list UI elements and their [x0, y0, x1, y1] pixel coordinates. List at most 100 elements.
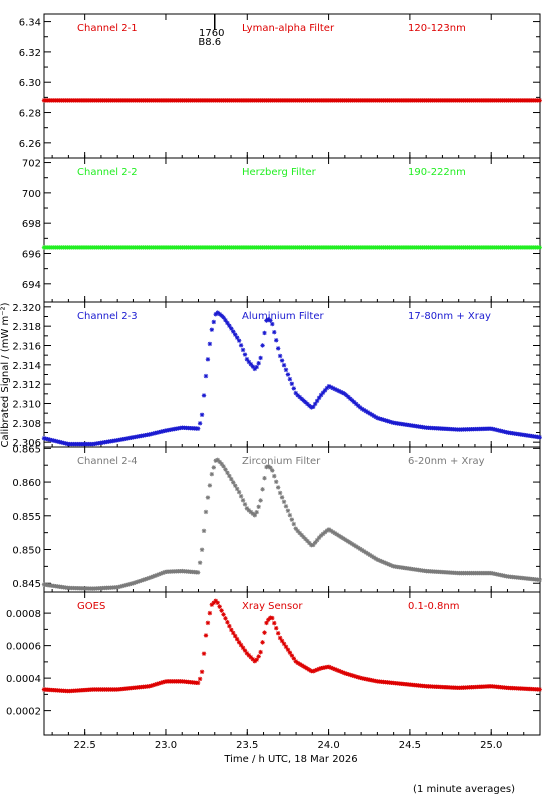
- data-point: [156, 429, 162, 435]
- data-point: [258, 498, 263, 503]
- data-point: [346, 394, 351, 400]
- data-point: [373, 556, 378, 561]
- data-point: [209, 472, 215, 477]
- data-point: [377, 416, 382, 421]
- data-point: [197, 676, 203, 682]
- data-point: [316, 535, 322, 540]
- data-point: [352, 673, 357, 679]
- data-point: [303, 536, 308, 542]
- data-point: [363, 550, 369, 555]
- y-tick-label: 2.316: [12, 342, 41, 353]
- channel-label: Channel 2-4: [77, 456, 138, 467]
- data-point: [227, 473, 232, 479]
- channel-label: Channel 2-1: [77, 23, 138, 34]
- data-point: [262, 630, 267, 635]
- data-point: [328, 665, 334, 670]
- data-point: [498, 428, 503, 434]
- data-point: [293, 390, 298, 396]
- data-point: [274, 626, 279, 631]
- data-point: [375, 557, 380, 562]
- data-point: [238, 642, 244, 648]
- data-point: [252, 366, 257, 372]
- data-point: [147, 684, 152, 689]
- data-point: [252, 659, 257, 664]
- data-point: [229, 627, 234, 633]
- data-point: [51, 438, 56, 443]
- data-point: [355, 675, 361, 680]
- data-point: [379, 417, 384, 422]
- data-point: [223, 318, 228, 323]
- data-point: [244, 506, 250, 511]
- data-point: [256, 361, 261, 366]
- data-point: [256, 654, 261, 659]
- data-point: [369, 412, 375, 417]
- panel-frame: [43, 301, 541, 448]
- data-point: [203, 509, 209, 515]
- data-point: [233, 332, 238, 337]
- data-point: [303, 665, 308, 670]
- data-point: [213, 312, 218, 317]
- data-point: [354, 401, 359, 407]
- data-point: [307, 667, 312, 673]
- data-point: [151, 574, 156, 579]
- data-point: [344, 538, 349, 543]
- y-tick-label: 0.0004: [6, 674, 41, 685]
- y-tick-label: 2.320: [12, 303, 41, 314]
- channel-label: GOES: [77, 601, 105, 612]
- data-point: [389, 563, 394, 568]
- data-point: [383, 418, 388, 423]
- data-point: [342, 670, 347, 676]
- data-point: [199, 669, 205, 675]
- data-point: [242, 502, 248, 507]
- data-point: [219, 461, 224, 467]
- data-point: [277, 490, 283, 496]
- data-point: [59, 440, 64, 445]
- data-point: [49, 437, 55, 443]
- data-point: [211, 465, 216, 470]
- data-point: [252, 513, 257, 518]
- data-point: [283, 504, 289, 509]
- data-point: [244, 651, 250, 656]
- data-point: [147, 575, 152, 581]
- data-point: [209, 602, 215, 607]
- data-point: [371, 413, 376, 419]
- data-point: [254, 364, 259, 370]
- data-point: [248, 655, 254, 660]
- data-point: [320, 390, 326, 395]
- data-point: [287, 512, 293, 518]
- data-point: [537, 98, 542, 103]
- data-point: [268, 318, 273, 323]
- filter-label: Xray Sensor: [242, 601, 303, 612]
- data-point: [299, 532, 304, 538]
- filter-label: Aluminium Filter: [242, 311, 325, 322]
- data-point: [279, 358, 285, 363]
- data-point: [354, 674, 359, 679]
- data-point: [197, 560, 203, 565]
- data-point: [207, 610, 213, 616]
- data-point: [221, 612, 226, 617]
- data-point: [153, 430, 158, 436]
- data-point: [123, 582, 129, 588]
- y-tick-label: 0.865: [12, 444, 41, 455]
- data-point: [233, 633, 238, 639]
- data-point: [41, 436, 47, 441]
- data-point: [270, 321, 275, 327]
- data-point: [244, 357, 250, 362]
- y-axis-label: Calibrated Signal / (mW m⁻²): [0, 302, 11, 447]
- data-point: [301, 398, 306, 403]
- data-point: [346, 539, 351, 544]
- y-tick-label: 0.855: [12, 512, 41, 523]
- data-point: [236, 489, 242, 495]
- data-point: [344, 671, 349, 676]
- data-point: [221, 315, 226, 320]
- channel-label: Channel 2-2: [77, 167, 138, 178]
- data-point: [154, 430, 160, 435]
- data-point: [233, 483, 238, 488]
- data-point: [281, 641, 287, 647]
- data-point: [348, 396, 353, 401]
- data-point: [203, 633, 209, 638]
- data-point: [139, 578, 144, 583]
- data-point: [279, 638, 285, 644]
- data-point: [295, 393, 300, 398]
- data-point: [330, 385, 336, 391]
